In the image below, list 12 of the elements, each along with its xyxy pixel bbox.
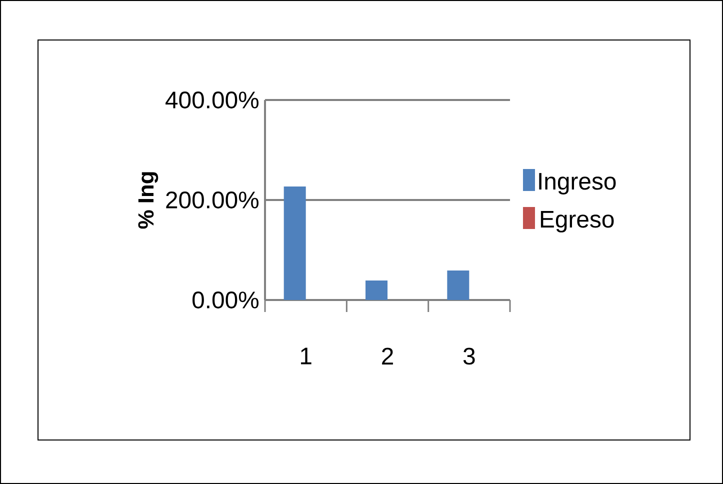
x-tick-label: 1 (301, 348, 312, 364)
legend-label: Egreso (540, 211, 614, 232)
y-tick-label: 0.00% (192, 292, 258, 308)
bar (284, 186, 306, 300)
y-tick-label: 200.00% (166, 192, 258, 208)
legend-label: Ingreso (539, 173, 616, 194)
bar (366, 280, 388, 300)
bar (447, 270, 470, 300)
y-axis-title: % Ing (138, 172, 158, 229)
x-tick-label: 3 (463, 348, 475, 365)
x-tick-label: 2 (382, 348, 393, 364)
y-tick-label: 400.00% (166, 92, 258, 108)
